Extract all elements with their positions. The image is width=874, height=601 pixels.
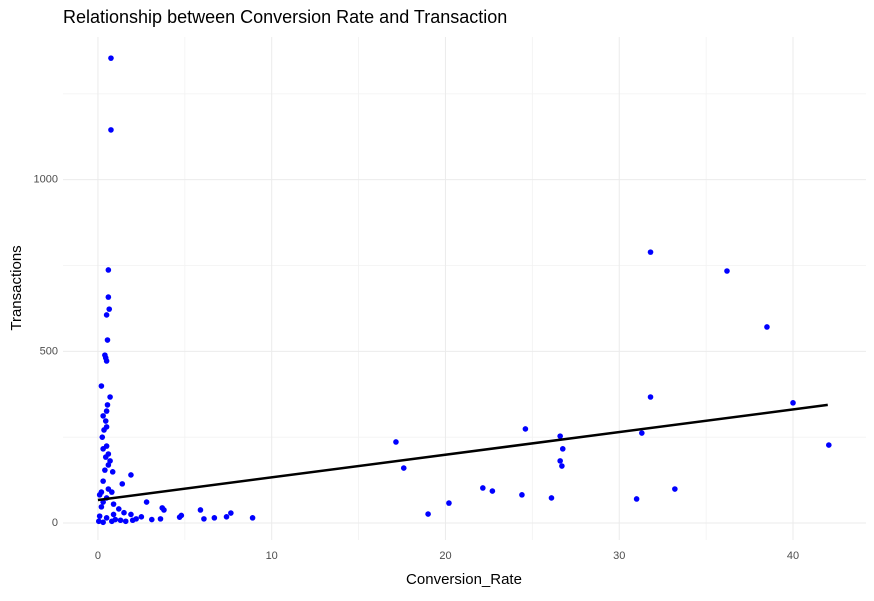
point	[790, 400, 796, 406]
point	[119, 481, 126, 487]
x-tick-label: 20	[439, 550, 451, 562]
point	[559, 446, 566, 452]
x-tick-label: 40	[787, 550, 799, 562]
point	[211, 515, 218, 521]
point	[98, 504, 105, 510]
point	[109, 489, 115, 495]
point	[95, 518, 102, 525]
point	[96, 492, 103, 498]
point	[672, 486, 678, 492]
point	[122, 518, 129, 525]
point	[103, 515, 110, 521]
point	[489, 488, 496, 494]
point	[557, 433, 563, 439]
point	[393, 439, 399, 445]
point	[105, 267, 112, 273]
x-axis-label: Conversion_Rate	[406, 571, 522, 588]
x-tick-label: 0	[95, 550, 101, 562]
point	[106, 306, 113, 312]
point	[178, 512, 185, 519]
point	[102, 467, 108, 473]
chart-title: Relationship between Conversion Rate and…	[63, 7, 507, 27]
point	[115, 506, 122, 512]
point	[128, 472, 134, 478]
point	[647, 249, 654, 255]
point	[105, 462, 112, 468]
point	[425, 511, 431, 517]
point	[109, 518, 115, 525]
point	[121, 509, 127, 516]
point	[105, 294, 112, 300]
point	[107, 394, 113, 400]
point	[100, 446, 106, 452]
point	[143, 499, 150, 505]
point	[103, 408, 110, 414]
trend-line	[97, 403, 828, 502]
point	[108, 55, 114, 61]
point	[104, 337, 111, 343]
point	[249, 515, 256, 521]
point	[99, 434, 106, 440]
point	[480, 485, 486, 491]
point	[110, 501, 117, 507]
point	[724, 268, 730, 274]
point	[96, 513, 103, 519]
point	[522, 426, 529, 432]
point	[100, 478, 106, 484]
point	[400, 465, 407, 471]
point	[128, 511, 134, 518]
point	[138, 514, 145, 520]
point	[102, 454, 109, 460]
point	[110, 511, 117, 518]
point	[559, 463, 565, 469]
point	[102, 418, 109, 424]
point	[161, 507, 167, 513]
point	[557, 458, 563, 464]
x-tick-label: 10	[266, 550, 278, 562]
point	[639, 430, 645, 436]
y-tick-label: 1000	[34, 174, 58, 186]
point	[148, 516, 155, 523]
point	[548, 495, 555, 501]
point	[157, 516, 164, 522]
point	[108, 127, 114, 133]
point	[201, 516, 207, 522]
point	[103, 312, 110, 318]
point	[117, 517, 124, 524]
point	[103, 358, 110, 364]
point	[109, 469, 116, 475]
point	[223, 514, 230, 520]
point	[826, 442, 832, 448]
point	[647, 394, 654, 400]
y-tick-label: 500	[40, 345, 58, 357]
point	[100, 519, 106, 526]
y-axis-label: Transactions	[8, 245, 25, 330]
x-tick-label: 30	[613, 550, 625, 562]
point	[104, 402, 111, 408]
point	[197, 507, 204, 513]
point	[100, 413, 106, 419]
point	[98, 383, 105, 389]
y-tick-label: 0	[52, 517, 58, 529]
point	[129, 517, 136, 524]
point	[101, 427, 107, 433]
point	[446, 500, 452, 506]
point	[519, 492, 525, 498]
point	[764, 324, 770, 330]
point	[633, 496, 640, 502]
point	[228, 510, 234, 516]
